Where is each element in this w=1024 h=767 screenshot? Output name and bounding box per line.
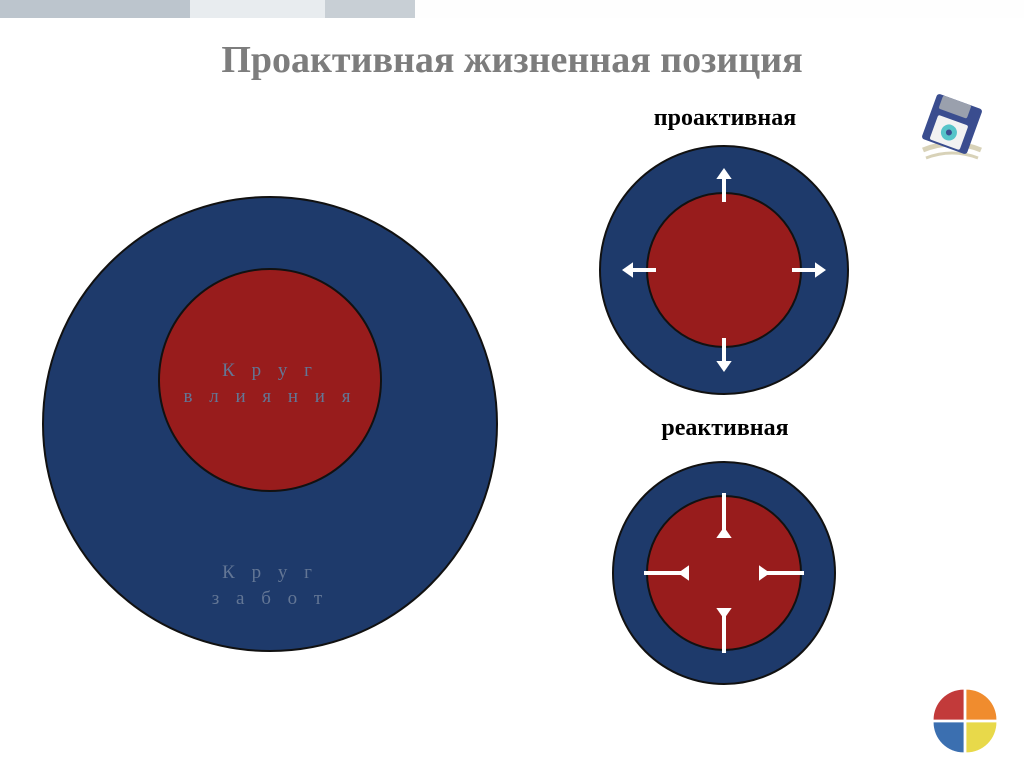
diagram-canvas: проактивная реактивная К р у г в л и я н… (0, 0, 1024, 767)
proactive-arrows (593, 139, 855, 401)
floppy-icon (908, 90, 996, 178)
reactive-arrows (606, 455, 842, 691)
main-inner-label: К р у г в л и я н и я (130, 358, 410, 409)
main-outer-label: К р у г з а б о т (130, 560, 410, 611)
pie-icon (932, 688, 998, 754)
label-reactive: реактивная (600, 415, 850, 442)
label-proactive: проактивная (600, 105, 850, 132)
